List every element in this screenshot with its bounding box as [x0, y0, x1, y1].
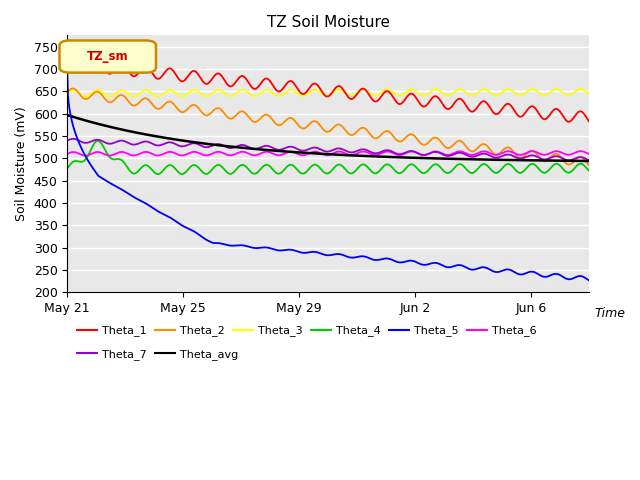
Theta_3: [96, 88, 104, 94]
Theta_avg: [367, 153, 374, 159]
Theta_2: [381, 129, 388, 134]
Theta_6: [585, 151, 593, 157]
Theta_6: [577, 148, 584, 154]
Theta_3: [367, 91, 375, 97]
Theta_avg: [95, 121, 103, 127]
Theta_4: [63, 166, 71, 171]
Theta_1: [63, 60, 71, 66]
Theta_1: [460, 99, 467, 105]
Theta_4: [381, 162, 389, 168]
Theta_avg: [513, 157, 520, 163]
Theta_5: [95, 174, 103, 180]
Theta_7: [367, 149, 375, 155]
Theta_1: [396, 101, 404, 107]
Theta_7: [513, 155, 521, 161]
Theta_4: [368, 168, 376, 174]
Theta_4: [154, 171, 162, 177]
Theta_4: [460, 164, 468, 170]
Theta_3: [577, 86, 584, 92]
Theta_7: [69, 136, 77, 142]
Theta_3: [396, 93, 404, 98]
Theta_6: [460, 149, 467, 155]
Theta_4: [96, 139, 104, 144]
Theta_6: [381, 149, 388, 155]
Theta_3: [381, 87, 388, 93]
Theta_4: [397, 170, 405, 176]
Theta_3: [585, 91, 593, 97]
FancyBboxPatch shape: [60, 40, 156, 72]
Theta_5: [459, 263, 467, 269]
Theta_1: [585, 119, 593, 124]
Line: Theta_5: Theta_5: [67, 73, 589, 280]
Theta_5: [585, 277, 593, 283]
Theta_4: [94, 138, 102, 144]
Theta_6: [96, 149, 104, 155]
Theta_6: [513, 152, 521, 157]
Theta_avg: [585, 158, 593, 164]
Theta_6: [367, 151, 375, 157]
Theta_5: [380, 256, 388, 262]
Theta_6: [63, 151, 71, 157]
Theta_2: [63, 89, 71, 95]
Theta_1: [367, 95, 375, 101]
Theta_3: [460, 88, 467, 94]
Theta_5: [63, 71, 71, 76]
Legend: Theta_7, Theta_avg: Theta_7, Theta_avg: [73, 344, 243, 364]
Theta_6: [82, 153, 90, 158]
Theta_6: [396, 152, 404, 158]
Line: Theta_3: Theta_3: [67, 89, 589, 96]
Theta_5: [367, 256, 374, 262]
Theta_7: [96, 137, 104, 143]
Line: Theta_6: Theta_6: [67, 151, 589, 156]
Theta_1: [69, 55, 77, 61]
Theta_5: [396, 260, 403, 265]
Y-axis label: Soil Moisture (mV): Soil Moisture (mV): [15, 107, 28, 221]
Theta_7: [565, 157, 573, 163]
Theta_1: [513, 112, 521, 118]
Line: Theta_2: Theta_2: [67, 88, 589, 166]
Theta_2: [585, 163, 593, 168]
Theta_1: [381, 89, 388, 95]
Theta_7: [381, 148, 388, 154]
Theta_2: [367, 132, 375, 138]
Theta_avg: [396, 155, 403, 160]
Theta_1: [565, 119, 573, 125]
Line: Theta_4: Theta_4: [67, 141, 589, 174]
Title: TZ Soil Moisture: TZ Soil Moisture: [267, 15, 390, 30]
Theta_3: [513, 92, 521, 97]
Line: Theta_1: Theta_1: [67, 58, 589, 122]
Theta_4: [585, 168, 593, 174]
Theta_avg: [380, 154, 388, 160]
Theta_avg: [63, 112, 71, 118]
Theta_7: [63, 138, 71, 144]
Theta_5: [513, 270, 520, 276]
Theta_7: [396, 151, 404, 157]
Line: Theta_avg: Theta_avg: [67, 115, 589, 161]
Theta_2: [96, 90, 104, 96]
Text: Time: Time: [595, 307, 625, 320]
Theta_7: [460, 151, 467, 156]
Theta_7: [585, 157, 593, 163]
Theta_2: [69, 85, 77, 91]
Theta_2: [396, 139, 404, 144]
Text: TZ_sm: TZ_sm: [86, 50, 128, 63]
Theta_avg: [459, 156, 467, 162]
Theta_3: [82, 94, 90, 99]
Line: Theta_7: Theta_7: [67, 139, 589, 160]
Theta_3: [63, 91, 71, 96]
Theta_2: [460, 141, 467, 146]
Theta_1: [96, 60, 104, 65]
Theta_4: [514, 169, 522, 175]
Theta_2: [513, 154, 521, 159]
